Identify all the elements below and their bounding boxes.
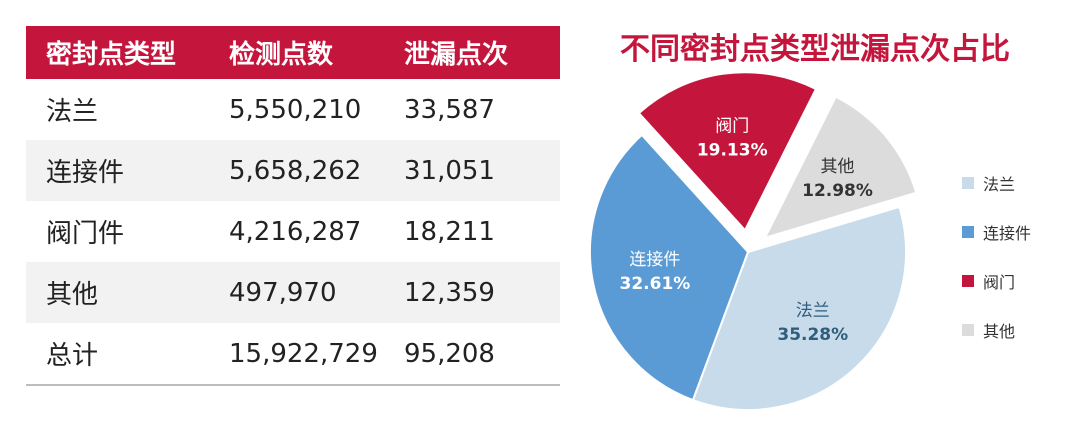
table-row-total: 总计 15,922,729 95,208	[26, 323, 560, 386]
leak-data-table: 密封点类型 检测点数 泄漏点次 法兰 5,550,210 33,587 连接件 …	[26, 26, 560, 386]
slice-name-label: 连接件	[629, 250, 680, 270]
slice-percent-label: 12.98%	[802, 181, 873, 201]
slice-percent-label: 19.13%	[697, 140, 768, 160]
table-row: 连接件 5,658,262 31,051	[26, 140, 560, 201]
table-row: 阀门件 4,216,287 18,211	[26, 201, 560, 262]
pie-slice-valve	[637, 71, 818, 232]
cell-detection-count: 15,922,729	[229, 323, 404, 386]
cell-detection-count: 5,550,210	[229, 94, 362, 125]
cell-leak-count: 12,359	[404, 262, 560, 323]
pie-slice-connector	[589, 133, 750, 402]
legend-label: 连接件	[983, 223, 1032, 243]
chart-legend: 法兰 连接件 阀门 其他	[962, 158, 1031, 354]
slice-name-label: 阀门	[715, 116, 749, 136]
cell-leak-count: 33,587	[404, 94, 495, 125]
cell-seal-type: 其他	[26, 262, 229, 323]
pie-slice-other	[762, 95, 918, 240]
cell-detection-count: 497,970	[229, 262, 404, 323]
cell-seal-type: 连接件	[26, 140, 229, 201]
cell-detection-count: 5,658,262	[229, 140, 404, 201]
chart-title: 不同密封点类型泄漏点次占比	[620, 32, 1010, 67]
legend-label: 其他	[983, 321, 1016, 341]
header-detection-count: 检测点数	[229, 26, 404, 79]
legend-label: 阀门	[983, 272, 1016, 292]
cell-leak-count: 31,051	[404, 140, 560, 201]
table-header-row: 密封点类型 检测点数 泄漏点次	[26, 26, 560, 79]
slice-name-label: 其他	[821, 157, 855, 177]
cell-seal-type: 法兰	[46, 97, 99, 127]
legend-swatch	[962, 323, 974, 336]
slice-percent-label: 32.61%	[620, 274, 691, 294]
slice-name-label: 法兰	[796, 301, 830, 321]
pie-chart: 法兰 35.28% 连接件 32.61% 阀门 19.13% 其他 12.98%	[589, 71, 918, 411]
cell-leak-count: 95,208	[404, 323, 560, 386]
header-leak-count: 泄漏点次	[404, 26, 560, 79]
cell-detection-count: 4,216,287	[229, 216, 362, 247]
legend-swatch	[962, 225, 974, 238]
header-seal-type: 密封点类型	[26, 26, 229, 79]
cell-seal-type: 总计	[26, 323, 229, 386]
cell-seal-type: 阀门件	[46, 219, 125, 249]
table-row: 法兰 5,550,210 33,587	[26, 79, 560, 140]
legend-swatch	[962, 176, 974, 189]
table-row: 其他 497,970 12,359	[26, 262, 560, 323]
legend-item-other: 其他	[962, 305, 1031, 354]
legend-item-valve: 阀门	[962, 256, 1031, 305]
legend-item-connector: 连接件	[962, 207, 1031, 256]
slice-percent-label: 35.28%	[777, 325, 848, 345]
legend-label: 法兰	[983, 174, 1016, 194]
legend-swatch	[962, 274, 974, 287]
legend-item-flange: 法兰	[962, 158, 1031, 207]
cell-leak-count: 18,211	[404, 216, 495, 247]
